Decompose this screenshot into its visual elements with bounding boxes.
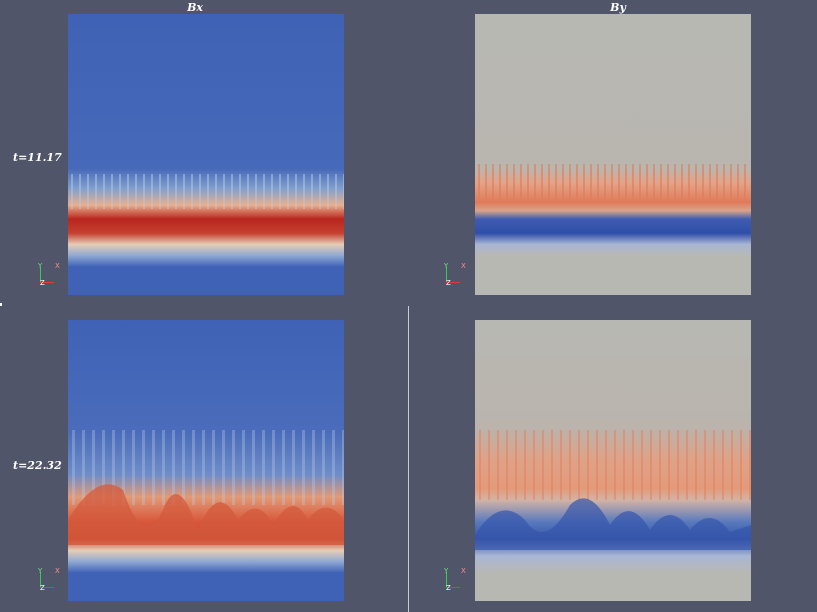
y-axis-label: Y bbox=[38, 262, 43, 270]
y-axis-label: Y bbox=[444, 567, 449, 575]
x-axis-label: X bbox=[461, 567, 466, 575]
y-axis-line bbox=[446, 572, 447, 588]
column-title-by: By bbox=[610, 1, 626, 14]
y-axis-line bbox=[446, 267, 447, 283]
time-label-row-2: t=22.32 bbox=[13, 459, 62, 472]
y-axis-label: Y bbox=[444, 262, 449, 270]
z-axis-label: Z bbox=[40, 584, 45, 592]
x-axis-line bbox=[40, 587, 54, 588]
column-title-bx: Bx bbox=[187, 1, 203, 14]
time-label-row-1: t=11.17 bbox=[13, 151, 62, 164]
x-axis-label: X bbox=[55, 262, 60, 270]
x-axis-line bbox=[40, 282, 54, 283]
axes-triad-1: Y X Z bbox=[38, 262, 66, 290]
z-axis-label: Z bbox=[446, 584, 451, 592]
axes-triad-4: Y X Z bbox=[444, 567, 472, 595]
y-axis-line bbox=[40, 572, 41, 588]
by-panel-t2 bbox=[475, 320, 751, 601]
z-axis-label: Z bbox=[40, 279, 45, 287]
axes-triad-3: Y X Z bbox=[38, 567, 66, 595]
bx-panel-t2 bbox=[68, 320, 344, 601]
by-panel-t1 bbox=[475, 14, 751, 295]
x-axis-label: X bbox=[461, 262, 466, 270]
z-axis-label: Z bbox=[446, 279, 451, 287]
y-axis-label: Y bbox=[38, 567, 43, 575]
x-axis-label: X bbox=[55, 567, 60, 575]
x-axis-line bbox=[446, 282, 460, 283]
bx-panel-t1 bbox=[68, 14, 344, 295]
panel-divider-vertical bbox=[408, 306, 409, 612]
panel-divider-mark bbox=[0, 303, 2, 306]
y-axis-line bbox=[40, 267, 41, 283]
x-axis-line bbox=[446, 587, 460, 588]
axes-triad-2: Y X Z bbox=[444, 262, 472, 290]
